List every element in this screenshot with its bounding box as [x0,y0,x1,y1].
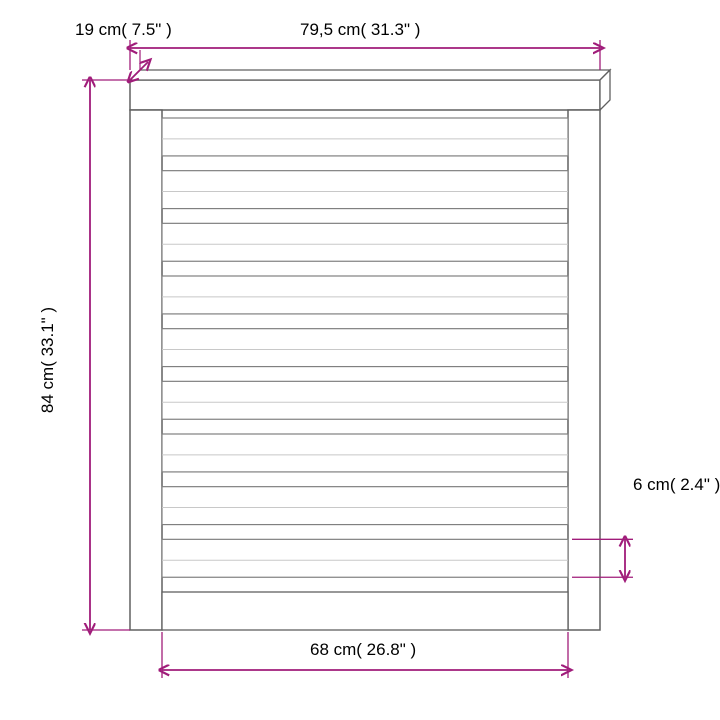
slat-height-dim-label: 6 cm( 2.4" ) [633,475,720,495]
width-top-dim-label: 79,5 cm( 31.3" ) [300,20,420,40]
width-bottom-dim-label: 68 cm( 26.8" ) [310,640,416,660]
depth-dim-label: 19 cm( 7.5" ) [75,20,172,40]
diagram-svg [0,0,720,720]
height-dim-label: 84 cm( 33.1" ) [38,307,58,413]
dimension-diagram: 19 cm( 7.5" ) 79,5 cm( 31.3" ) 84 cm( 33… [0,0,720,720]
